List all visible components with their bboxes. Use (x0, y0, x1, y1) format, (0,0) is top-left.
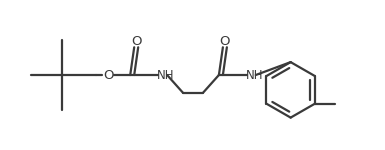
Text: O: O (219, 35, 230, 48)
Text: O: O (103, 69, 114, 81)
Text: NH: NH (157, 69, 175, 81)
Text: O: O (131, 35, 141, 48)
Text: NH: NH (246, 69, 263, 81)
